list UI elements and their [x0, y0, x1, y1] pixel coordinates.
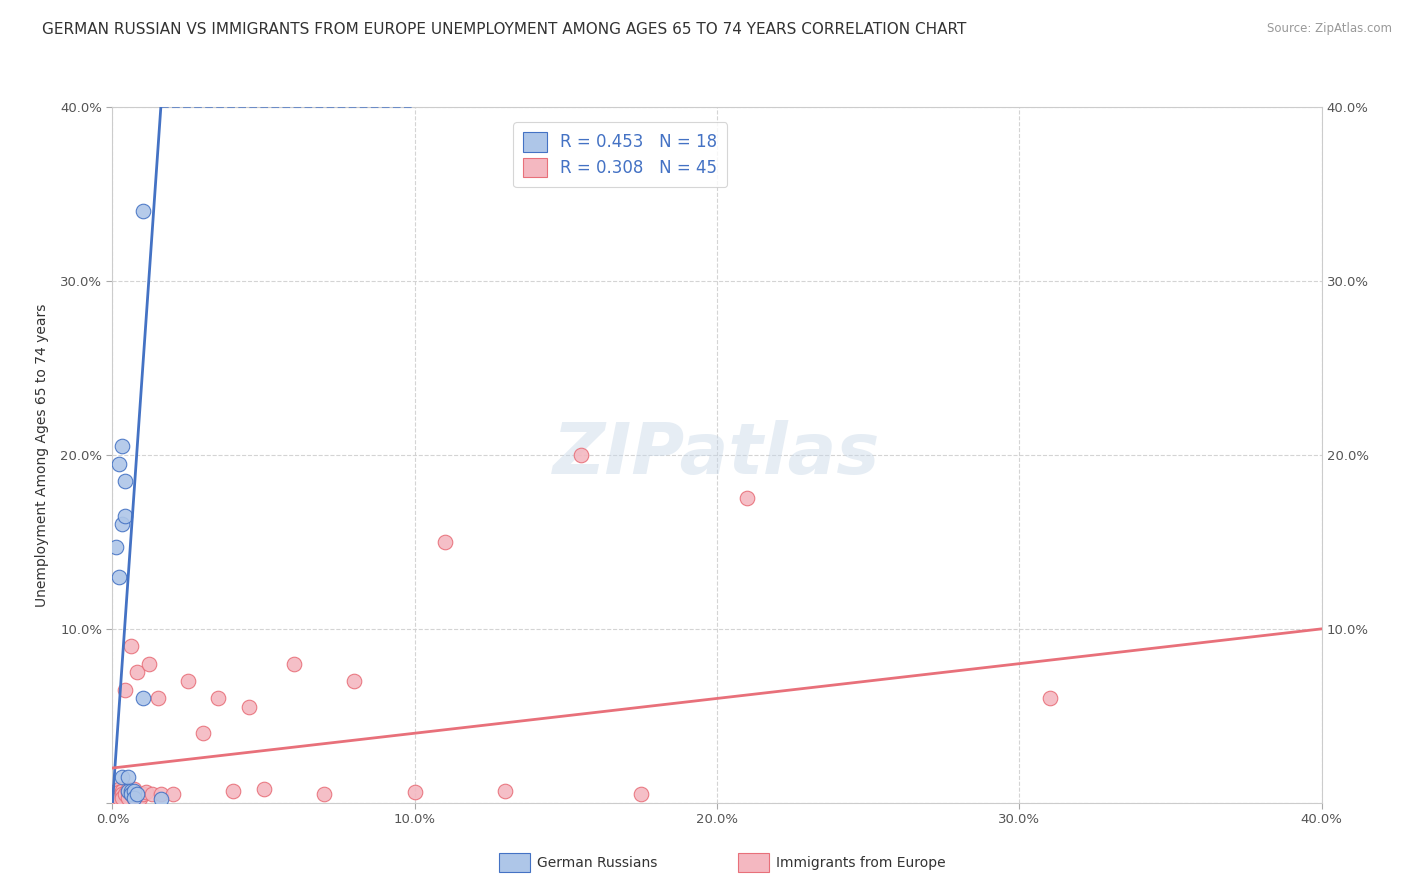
Point	[162, 787, 184, 801]
Point	[117, 790, 139, 805]
Point	[114, 508, 136, 523]
Point	[107, 789, 129, 803]
Point	[110, 787, 132, 801]
Point	[177, 674, 200, 689]
Text: German Russians: German Russians	[537, 855, 658, 870]
Point	[110, 790, 132, 805]
Point	[117, 783, 139, 797]
Text: ZIPatlas: ZIPatlas	[554, 420, 880, 490]
Point	[138, 657, 160, 671]
Point	[120, 783, 142, 797]
Point	[104, 787, 127, 801]
Point	[207, 691, 229, 706]
Point	[314, 787, 336, 801]
Point	[149, 787, 172, 801]
Point	[117, 785, 139, 799]
Point	[107, 790, 129, 805]
Point	[191, 726, 214, 740]
Point	[104, 783, 127, 797]
Point	[283, 657, 305, 671]
Point	[104, 540, 127, 554]
Point	[404, 785, 426, 799]
Point	[104, 790, 127, 805]
Point	[107, 570, 129, 584]
Point	[107, 785, 129, 799]
Legend: R = 0.453   N = 18, R = 0.308   N = 45: R = 0.453 N = 18, R = 0.308 N = 45	[513, 122, 727, 187]
Point	[132, 691, 155, 706]
Point	[222, 783, 245, 797]
Point	[110, 783, 132, 797]
Point	[135, 785, 157, 799]
Point	[569, 448, 592, 462]
Point	[495, 783, 517, 797]
Point	[122, 783, 145, 797]
Point	[117, 781, 139, 796]
Point	[110, 770, 132, 784]
Point	[253, 781, 276, 796]
Point	[125, 787, 148, 801]
Point	[141, 787, 163, 801]
Point	[107, 781, 129, 796]
Point	[114, 787, 136, 801]
Point	[132, 787, 155, 801]
Point	[122, 781, 145, 796]
Point	[343, 674, 366, 689]
Point	[132, 204, 155, 219]
Point	[110, 517, 132, 532]
Point	[120, 787, 142, 801]
Point	[125, 787, 148, 801]
Point	[630, 787, 652, 801]
Point	[107, 457, 129, 471]
Point	[1038, 691, 1062, 706]
Text: Immigrants from Europe: Immigrants from Europe	[776, 855, 946, 870]
Point	[117, 770, 139, 784]
Point	[737, 491, 759, 506]
Point	[149, 792, 172, 806]
Point	[120, 787, 142, 801]
Point	[433, 534, 456, 549]
Point	[238, 700, 260, 714]
Point	[128, 790, 150, 805]
Point	[122, 790, 145, 805]
Y-axis label: Unemployment Among Ages 65 to 74 years: Unemployment Among Ages 65 to 74 years	[35, 303, 49, 607]
Point	[146, 691, 169, 706]
Text: Source: ZipAtlas.com: Source: ZipAtlas.com	[1267, 22, 1392, 36]
Point	[122, 790, 145, 805]
Point	[120, 639, 142, 653]
Point	[110, 439, 132, 453]
Text: GERMAN RUSSIAN VS IMMIGRANTS FROM EUROPE UNEMPLOYMENT AMONG AGES 65 TO 74 YEARS : GERMAN RUSSIAN VS IMMIGRANTS FROM EUROPE…	[42, 22, 966, 37]
Point	[114, 474, 136, 488]
Point	[114, 682, 136, 697]
Point	[125, 665, 148, 680]
